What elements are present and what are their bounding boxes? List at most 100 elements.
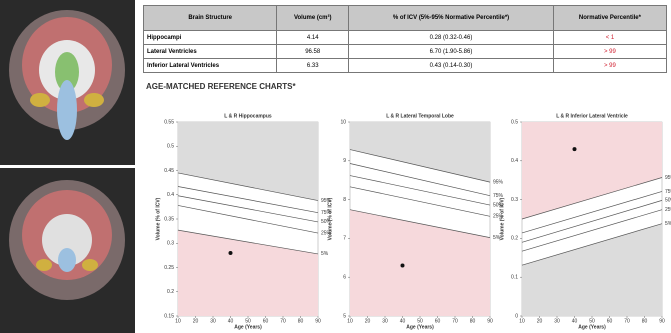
header-cell: Volume (cm³) (277, 6, 349, 31)
percentile-label: 75% (493, 193, 504, 199)
x-axis-label: Age (Years) (406, 324, 434, 330)
percentile-line (178, 173, 318, 201)
table-cell: 6.70 (1.90-5.86) (349, 45, 554, 59)
x-tick-label: 50 (417, 318, 423, 324)
lower-zone (178, 230, 318, 316)
mri-images (0, 0, 135, 333)
x-tick-label: 70 (624, 318, 630, 324)
y-tick-label: 0.15 (164, 313, 174, 319)
y-tick-label: 0.3 (511, 197, 518, 203)
y-tick-label: 0.4 (511, 158, 518, 164)
percentile-line (350, 187, 490, 216)
table-cell: > 99 (553, 45, 666, 59)
y-tick-label: 9 (343, 158, 346, 164)
table-cell: 6.33 (277, 59, 349, 73)
x-tick-label: 10 (347, 318, 353, 324)
y-tick-label: 6 (343, 275, 346, 281)
y-tick-label: 10 (340, 119, 346, 125)
percentile-line (522, 210, 662, 252)
table-cell: 0.28 (0.32-0.46) (349, 31, 554, 45)
patient-point (229, 251, 233, 255)
y-tick-label: 0.3 (167, 241, 174, 247)
percentile-label: 5% (321, 251, 329, 257)
table-cell: Lateral Ventricles (144, 45, 277, 59)
y-tick-label: 7 (343, 236, 346, 242)
lower-zone (350, 210, 490, 316)
x-tick-label: 90 (315, 318, 321, 324)
percentile-line (178, 230, 318, 254)
y-tick-label: 0 (515, 313, 518, 319)
header-cell: Normative Percentile* (553, 6, 666, 31)
patient-point (573, 147, 577, 151)
table-cell: Inferior Lateral Ventricles (144, 59, 277, 73)
x-tick-label: 70 (452, 318, 458, 324)
y-tick-label: 0.25 (164, 265, 174, 271)
percentile-line (178, 196, 318, 222)
table-cell: > 99 (553, 59, 666, 73)
x-tick-label: 80 (298, 318, 304, 324)
percentile-label: 5% (665, 221, 671, 227)
chart-title: L & R Hippocampus (224, 113, 272, 119)
percentile-label: 50% (321, 219, 332, 225)
x-tick-label: 60 (435, 318, 441, 324)
page: Brain StructureVolume (cm³)% of ICV (5%-… (0, 0, 671, 333)
x-tick-label: 60 (607, 318, 613, 324)
y-axis-label: Volume (% of ICV) (327, 197, 333, 240)
upper-zone (350, 122, 490, 182)
percentile-label: 25% (665, 207, 671, 213)
plot-area (350, 122, 490, 316)
header-cell: Brain Structure (144, 6, 277, 31)
x-axis-label: Age (Years) (578, 324, 606, 330)
header-cell: % of ICV (5%-95% Normative Percentile*) (349, 6, 554, 31)
percentile-line (522, 191, 662, 233)
plot-area (522, 122, 662, 316)
x-tick-label: 50 (245, 318, 251, 324)
x-axis-label: Age (Years) (234, 324, 262, 330)
x-tick-label: 90 (487, 318, 493, 324)
x-tick-label: 40 (572, 318, 578, 324)
chart-title: L & R Inferior Lateral Ventricle (556, 113, 628, 119)
y-tick-label: 0.2 (167, 289, 174, 295)
y-tick-label: 0.1 (511, 275, 518, 281)
y-tick-label: 0.45 (164, 168, 174, 174)
lower-zone (522, 224, 662, 316)
percentile-label: 95% (665, 175, 671, 181)
x-tick-label: 20 (193, 318, 199, 324)
percentile-line (522, 200, 662, 242)
x-tick-label: 40 (400, 318, 406, 324)
percentile-line (178, 187, 318, 213)
percentile-line (350, 210, 490, 238)
y-tick-label: 0.5 (511, 119, 518, 125)
x-tick-label: 10 (519, 318, 525, 324)
x-tick-label: 70 (280, 318, 286, 324)
percentile-label: 50% (493, 202, 504, 208)
x-tick-label: 90 (659, 318, 665, 324)
y-tick-label: 0.4 (167, 192, 174, 198)
plot-area (178, 122, 318, 316)
x-tick-label: 60 (263, 318, 269, 324)
x-tick-label: 20 (365, 318, 371, 324)
percentile-label: 95% (321, 198, 332, 204)
percentile-label: 25% (321, 230, 332, 236)
y-tick-label: 0.55 (164, 119, 174, 125)
percentile-line (522, 224, 662, 266)
percentile-label: 5% (493, 235, 501, 241)
x-tick-label: 50 (589, 318, 595, 324)
y-tick-label: 8 (343, 197, 346, 203)
x-tick-label: 40 (228, 318, 234, 324)
y-axis-label: Volume (% of ICV) (499, 197, 505, 240)
x-tick-label: 10 (175, 318, 181, 324)
table-cell: Hippocampi (144, 31, 277, 45)
percentile-label: 75% (665, 189, 671, 195)
section-heading: AGE-MATCHED REFERENCE CHARTS* (146, 82, 296, 91)
percentile-line (178, 205, 318, 233)
percentile-line (350, 176, 490, 205)
upper-zone (178, 122, 318, 201)
x-tick-label: 30 (382, 318, 388, 324)
y-tick-label: 0.2 (511, 236, 518, 242)
y-tick-label: 0.35 (164, 216, 174, 222)
